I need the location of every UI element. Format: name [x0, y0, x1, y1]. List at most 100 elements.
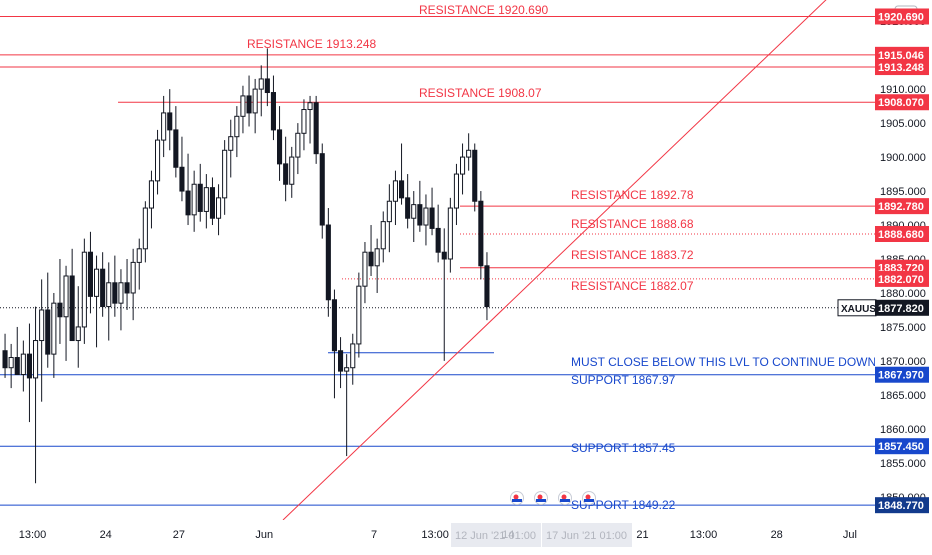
price-tag-text: 1915.046: [878, 50, 924, 62]
candle-body: [33, 340, 39, 379]
price-tick-label: 1895.000: [880, 186, 926, 198]
candle-body: [63, 275, 69, 318]
candle: [191, 170, 197, 232]
candle: [484, 252, 490, 321]
candle: [228, 119, 234, 178]
candle-body: [307, 102, 313, 111]
candle: [124, 259, 130, 310]
candle-body: [289, 156, 295, 185]
price-tick-label: 1870.000: [880, 356, 926, 368]
candle-body: [368, 251, 374, 267]
candle-body: [362, 251, 368, 287]
candle-body: [246, 95, 252, 114]
event-flag-icon[interactable]: [582, 491, 596, 505]
time-tick-label: 13:00: [19, 529, 47, 541]
candle-body: [51, 302, 57, 355]
candle: [63, 265, 69, 361]
candle: [301, 99, 307, 151]
price-tag-text: 1892.780: [878, 201, 924, 213]
candle-body: [185, 190, 191, 216]
candle-body: [435, 227, 441, 253]
crosshair-time-label: 17 Jun '21 01:00: [542, 523, 632, 547]
event-flag-icon[interactable]: [534, 491, 548, 505]
candle: [374, 238, 380, 293]
candle-body: [216, 197, 222, 219]
price-tick-label: 1910.000: [880, 84, 926, 96]
candle-body: [155, 139, 161, 182]
candle-body: [466, 149, 472, 158]
time-label-text: 17 Jun '21 01:00: [546, 530, 627, 542]
price-tag-text: 1882.070: [878, 274, 924, 286]
candle-body: [234, 115, 240, 138]
candle: [295, 123, 301, 175]
candle-body: [344, 367, 350, 372]
candle-body: [8, 357, 14, 369]
resistance-price-tag: 1915.046: [875, 46, 929, 63]
time-tick-label: 28: [771, 529, 783, 541]
resistance-label: RESISTANCE 1892.78: [571, 188, 694, 202]
last-price-tag: 1877.820: [875, 299, 929, 316]
candle: [435, 204, 441, 263]
resistance-price-tag: 1908.070: [875, 94, 929, 111]
candle: [240, 85, 246, 134]
candle-body: [417, 204, 423, 226]
candle: [69, 248, 75, 342]
candle: [161, 95, 167, 158]
candle: [417, 180, 423, 232]
event-flag-icon[interactable]: [510, 491, 524, 505]
candle: [216, 184, 222, 236]
candle-body: [75, 326, 81, 342]
candle: [118, 269, 124, 331]
event-flag-icon[interactable]: [558, 491, 572, 505]
downtrend-note: MUST CLOSE BELOW THIS LVL TO CONTINUE DO…: [571, 355, 918, 369]
candle-body: [277, 129, 283, 165]
time-tick-label: 27: [173, 529, 185, 541]
candle-body: [453, 173, 459, 209]
support-price-tag: 1848.770: [875, 497, 929, 514]
candle-body: [136, 248, 142, 263]
candle: [87, 231, 94, 314]
candle-body: [319, 153, 325, 226]
candle-body: [325, 224, 331, 301]
resistance-label: RESISTANCE 1908.07: [419, 86, 542, 100]
candle-body: [39, 309, 45, 342]
candle: [173, 106, 179, 178]
candle-body: [429, 207, 435, 229]
candle-body: [130, 261, 136, 294]
candle-body: [26, 353, 32, 379]
support-price-tag: 1867.970: [875, 366, 929, 383]
candle: [26, 323, 32, 423]
candle-body: [142, 207, 148, 250]
candle: [57, 259, 63, 344]
candle-body: [179, 166, 185, 192]
resistance-price-tag: 1882.070: [875, 270, 929, 287]
resistance-price-tag: 1888.680: [875, 225, 929, 242]
candle-body: [167, 112, 173, 131]
resistance-price-tag: 1892.780: [875, 198, 929, 215]
trendline-group: [282, 0, 830, 521]
resistance-label: RESISTANCE 1920.690: [419, 3, 549, 17]
candle: [356, 272, 362, 358]
candle: [405, 174, 411, 229]
candle: [148, 170, 154, 229]
price-tick-label: 1860.000: [880, 424, 926, 436]
candle-body: [374, 248, 380, 267]
candle-body: [173, 129, 179, 168]
price-tag-text: 1920.690: [878, 11, 924, 23]
candle: [386, 184, 392, 253]
time-tick-label: 24: [100, 529, 112, 541]
candle: [392, 170, 398, 226]
economic-events[interactable]: [510, 491, 596, 505]
candle-body: [295, 132, 301, 158]
candle-body: [380, 221, 386, 250]
candle: [283, 136, 289, 202]
candle-body: [392, 180, 398, 202]
ascending-trendline[interactable]: [282, 0, 830, 521]
candle-body: [100, 268, 106, 308]
candle-body: [81, 251, 87, 328]
candle-body: [405, 197, 411, 219]
candle: [344, 354, 350, 457]
